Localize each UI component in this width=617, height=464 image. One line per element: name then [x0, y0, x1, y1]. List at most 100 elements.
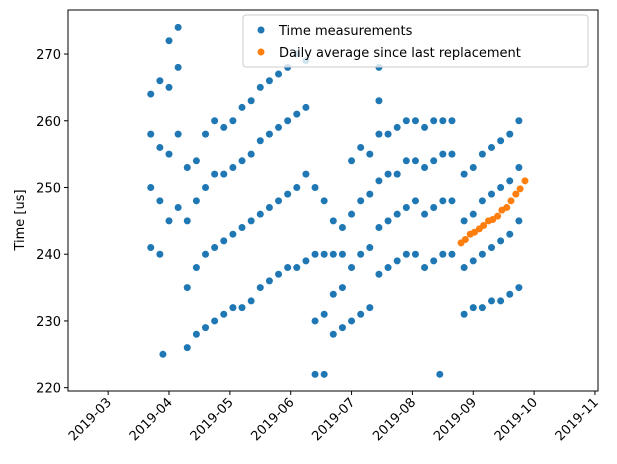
point — [275, 123, 283, 131]
point — [320, 250, 328, 258]
point — [174, 63, 182, 71]
point — [402, 204, 410, 212]
point — [469, 210, 477, 218]
x-tick-label: 2019-08 — [370, 395, 419, 444]
point — [338, 250, 346, 258]
point — [174, 23, 182, 31]
point — [460, 217, 468, 225]
point — [384, 130, 392, 138]
point — [488, 244, 496, 252]
point — [430, 117, 438, 125]
point — [375, 130, 383, 138]
point — [478, 250, 486, 258]
point — [293, 264, 301, 272]
point — [247, 297, 255, 305]
point — [147, 90, 155, 98]
point — [460, 310, 468, 318]
point — [480, 222, 488, 230]
point — [192, 330, 200, 338]
point — [302, 257, 310, 265]
plot-frame — [67, 9, 599, 392]
point — [220, 310, 228, 318]
point — [174, 130, 182, 138]
point — [147, 183, 155, 191]
point — [211, 117, 219, 125]
point — [192, 197, 200, 205]
point — [366, 150, 374, 158]
point — [515, 284, 523, 292]
point — [421, 264, 429, 272]
point — [229, 163, 237, 171]
point — [311, 250, 319, 258]
point — [284, 264, 292, 272]
point — [448, 197, 456, 205]
point — [192, 264, 200, 272]
point — [238, 103, 246, 111]
point — [147, 244, 155, 252]
point — [494, 212, 502, 220]
y-tick-label: 260 — [36, 115, 61, 130]
point — [329, 250, 337, 258]
point — [192, 157, 200, 165]
point — [220, 123, 228, 131]
point — [293, 110, 301, 118]
point — [229, 117, 237, 125]
point — [469, 163, 477, 171]
y-axis-label: Time [us] — [13, 189, 28, 251]
point — [430, 204, 438, 212]
point — [402, 117, 410, 125]
point — [183, 163, 191, 171]
point — [461, 236, 469, 244]
point — [375, 97, 383, 105]
point — [357, 250, 365, 258]
point — [229, 304, 237, 312]
point — [320, 197, 328, 205]
point — [202, 130, 210, 138]
point — [460, 170, 468, 178]
point — [329, 290, 337, 298]
point — [238, 224, 246, 232]
point — [497, 183, 505, 191]
point — [329, 330, 337, 338]
point — [375, 177, 383, 185]
point — [159, 350, 167, 358]
x-tick-label: 2019-10 — [492, 395, 541, 444]
legend-marker — [257, 48, 265, 56]
point — [311, 317, 319, 325]
point — [448, 250, 456, 258]
point — [156, 143, 164, 151]
point — [439, 250, 447, 258]
point — [469, 304, 477, 312]
point — [147, 130, 155, 138]
x-tick-label: 2019-07 — [309, 395, 358, 444]
point — [265, 130, 273, 138]
point — [265, 277, 273, 285]
point — [469, 257, 477, 265]
point — [220, 170, 228, 178]
point — [411, 197, 419, 205]
point — [174, 204, 182, 212]
point — [421, 163, 429, 171]
point — [338, 224, 346, 232]
point — [375, 270, 383, 278]
point — [156, 250, 164, 258]
point — [275, 270, 283, 278]
point — [265, 77, 273, 85]
point — [311, 370, 319, 378]
point — [366, 244, 374, 252]
point — [293, 183, 301, 191]
point — [497, 297, 505, 305]
point — [402, 250, 410, 258]
point — [439, 197, 447, 205]
y-tick-label: 230 — [36, 315, 61, 330]
point — [448, 117, 456, 125]
point — [384, 217, 392, 225]
point — [393, 210, 401, 218]
point — [357, 143, 365, 151]
point — [247, 150, 255, 158]
x-tick-label: 2019-05 — [188, 395, 237, 444]
point — [275, 197, 283, 205]
point — [256, 137, 264, 145]
